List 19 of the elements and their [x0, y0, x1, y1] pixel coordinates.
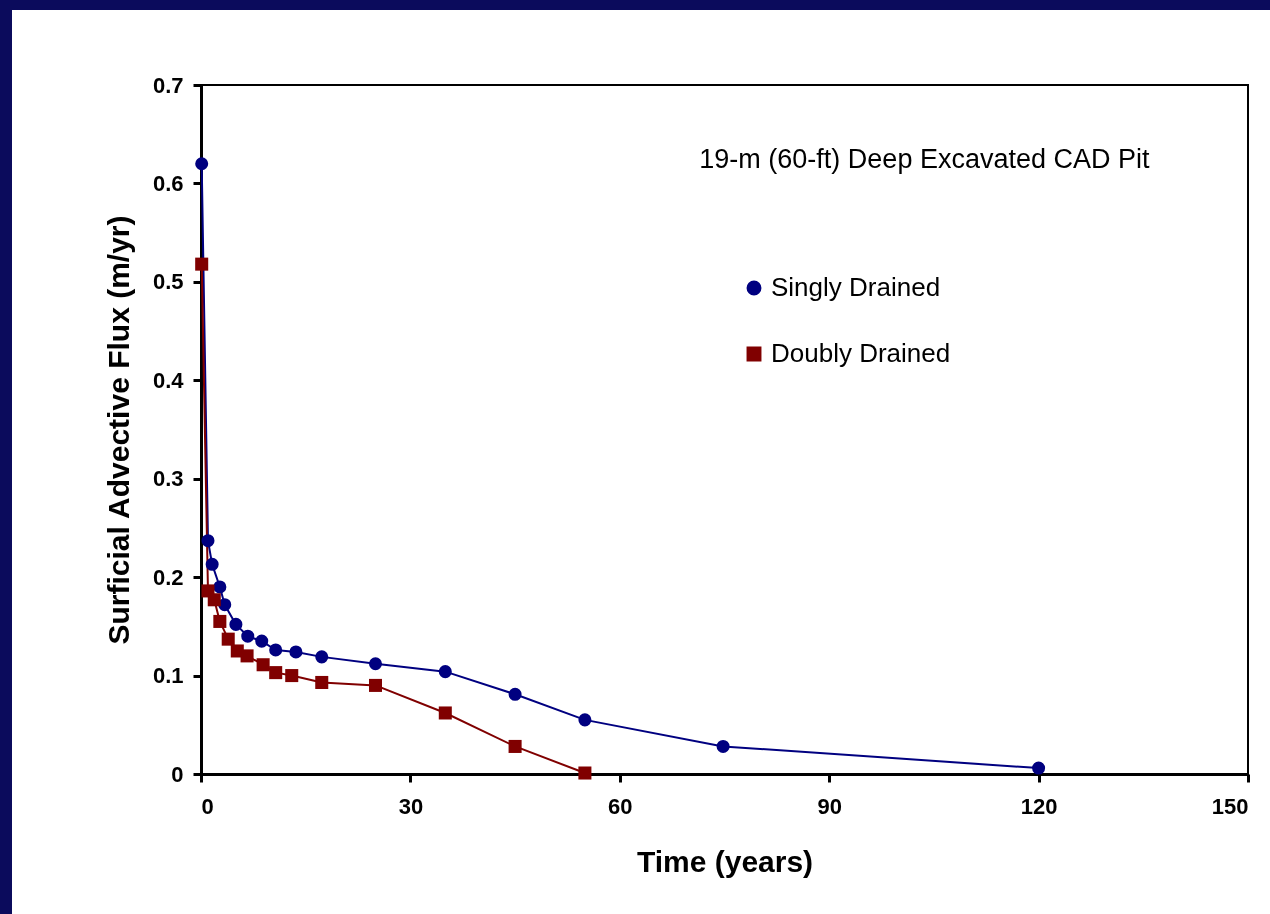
x-axis-title: Time (years) — [636, 844, 814, 878]
y-tick-label: 0.7 — [152, 72, 184, 98]
x-tick-label: 90 — [817, 793, 842, 819]
legend-label: Singly Drained — [771, 272, 941, 302]
legend-label: Doubly Drained — [771, 338, 951, 368]
y-tick-label: 0.2 — [152, 564, 184, 590]
x-tick-label: 60 — [608, 793, 633, 819]
y-tick-label: 0.6 — [152, 170, 184, 196]
x-tick-label: 120 — [1020, 793, 1058, 819]
y-tick-label: 0.1 — [152, 663, 184, 689]
y-tick-label: 0 — [171, 761, 184, 787]
x-tick-label: 150 — [1211, 793, 1249, 819]
x-tick-label: 30 — [398, 793, 424, 819]
y-tick-label: 0.5 — [152, 269, 184, 295]
y-axis-title: Surficial Advective Flux (m/yr) — [101, 215, 135, 645]
text: 19-m (60-ft) Deep Excavated CAD Pit — [699, 144, 1150, 174]
x-tick-label: 0 — [201, 793, 214, 819]
y-tick-label: 0.4 — [152, 367, 185, 393]
y-tick-label: 0.3 — [152, 466, 184, 492]
